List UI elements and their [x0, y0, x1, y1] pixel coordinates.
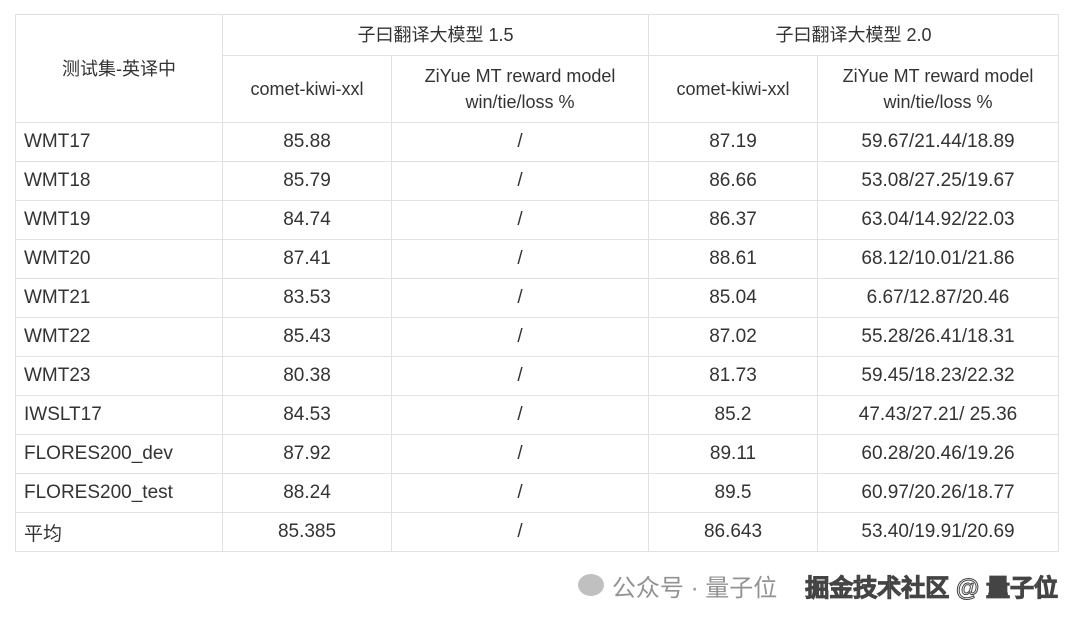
cell-reward-2-0: 47.43/27.21/ 25.36: [817, 395, 1059, 435]
header-comet-1-5: comet-kiwi-xxl: [222, 55, 392, 123]
watermark-juejin: 掘金技术社区 @ 量子位: [805, 574, 1059, 602]
cell-testset: WMT20: [15, 239, 223, 279]
results-table: 测试集-英译中 子曰翻译大模型 1.5 子曰翻译大模型 2.0 comet-ki…: [15, 14, 1059, 552]
cell-reward-1-5: /: [391, 473, 649, 513]
cell-comet-1-5: 83.53: [222, 278, 392, 318]
header-model-1-5: 子曰翻译大模型 1.5: [222, 14, 649, 56]
header-reward-2-0: ZiYue MT reward model win/tie/loss %: [817, 55, 1059, 123]
cell-reward-2-0: 60.97/20.26/18.77: [817, 473, 1059, 513]
cell-testset: WMT18: [15, 161, 223, 201]
cell-testset: WMT21: [15, 278, 223, 318]
cell-reward-2-0: 59.67/21.44/18.89: [817, 122, 1059, 162]
table-row: WMT23 80.38/81.73 59.45/18.23/22.32: [15, 356, 1059, 396]
cell-comet-1-5: 85.385: [222, 512, 392, 552]
cell-reward-2-0: 63.04/14.92/22.03: [817, 200, 1059, 240]
cell-testset: WMT23: [15, 356, 223, 396]
cell-reward-1-5: /: [391, 356, 649, 396]
table-row: FLORES200_dev 87.92/89.11 60.28/20.46/19.2…: [15, 434, 1059, 474]
cell-comet-1-5: 84.74: [222, 200, 392, 240]
table-row: WMT17 85.88/87.19 59.67/21.44/18.89: [15, 122, 1059, 162]
watermark-bar: 公众号 · 量子位 掘金技术社区 @ 量子位: [0, 568, 1058, 602]
cell-comet-1-5: 88.24: [222, 473, 392, 513]
cell-comet-2-0: 87.02: [648, 317, 818, 357]
cell-comet-2-0: 81.73: [648, 356, 818, 396]
header-reward-line1: ZiYue MT reward model: [424, 66, 616, 86]
cell-comet-2-0: 87.19: [648, 122, 818, 162]
cell-reward-1-5: /: [391, 395, 649, 435]
cell-comet-2-0: 86.643: [648, 512, 818, 552]
header-reward-line2: win/tie/loss %: [883, 92, 993, 112]
cell-reward-1-5: /: [391, 278, 649, 318]
cell-reward-2-0: 60.28/20.46/19.26: [817, 434, 1059, 474]
cell-reward-2-0: 53.08/27.25/19.67: [817, 161, 1059, 201]
cell-reward-2-0: 6.67/12.87/20.46: [817, 278, 1059, 318]
cell-comet-1-5: 80.38: [222, 356, 392, 396]
header-model-2-0: 子曰翻译大模型 2.0: [648, 14, 1059, 56]
header-reward-line1: ZiYue MT reward model: [842, 66, 1034, 86]
cell-comet-2-0: 86.66: [648, 161, 818, 201]
cell-comet-2-0: 89.5: [648, 473, 818, 513]
header-reward-1-5: ZiYue MT reward model win/tie/loss %: [391, 55, 649, 123]
cell-comet-1-5: 87.92: [222, 434, 392, 474]
table-row: FLORES200_test 88.24/89.5 60.97/20.26/18.7…: [15, 473, 1059, 513]
cell-testset: WMT22: [15, 317, 223, 357]
table-row: WMT21 83.53/85.04 6.67/12.87/20.46: [15, 278, 1059, 318]
cell-comet-1-5: 87.41: [222, 239, 392, 279]
cell-reward-1-5: /: [391, 200, 649, 240]
table-row: WMT19 84.74/86.37 63.04/14.92/22.03: [15, 200, 1059, 240]
wechat-icon: [577, 574, 604, 596]
header-comet-2-0: comet-kiwi-xxl: [648, 55, 818, 123]
table-row: IWSLT17 84.53/85.2 47.43/27.21/ 25.36: [15, 395, 1059, 435]
watermark-wechat-group: 公众号 · 量子位: [577, 568, 778, 603]
cell-comet-1-5: 84.53: [222, 395, 392, 435]
cell-reward-2-0: 59.45/18.23/22.32: [817, 356, 1059, 396]
cell-comet-2-0: 85.2: [648, 395, 818, 435]
cell-comet-1-5: 85.43: [222, 317, 392, 357]
cell-reward-1-5: /: [391, 239, 649, 279]
watermark-wechat: 公众号 · 量子位: [611, 574, 778, 602]
header-reward-line2: win/tie/loss %: [465, 92, 575, 112]
cell-reward-1-5: /: [391, 317, 649, 357]
cell-testset: WMT17: [15, 122, 223, 162]
cell-reward-2-0: 53.40/19.91/20.69: [817, 512, 1059, 552]
cell-reward-1-5: /: [391, 161, 649, 201]
cell-testset: 平均: [15, 512, 223, 552]
cell-reward-1-5: /: [391, 122, 649, 162]
table-row: WMT22 85.43/87.02 55.28/26.41/18.31: [15, 317, 1059, 357]
cell-testset: FLORES200_dev: [15, 434, 223, 474]
cell-testset: FLORES200_test: [15, 473, 223, 513]
table-row: WMT20 87.41/88.61 68.12/10.01/21.86: [15, 239, 1059, 279]
cell-reward-2-0: 68.12/10.01/21.86: [817, 239, 1059, 279]
table-row: WMT18 85.79/86.66 53.08/27.25/19.67: [15, 161, 1059, 201]
cell-testset: IWSLT17: [15, 395, 223, 435]
cell-comet-2-0: 89.11: [648, 434, 818, 474]
cell-comet-2-0: 88.61: [648, 239, 818, 279]
cell-comet-1-5: 85.79: [222, 161, 392, 201]
cell-reward-1-5: /: [391, 434, 649, 474]
cell-comet-1-5: 85.88: [222, 122, 392, 162]
cell-reward-2-0: 55.28/26.41/18.31: [817, 317, 1059, 357]
cell-reward-1-5: /: [391, 512, 649, 552]
cell-testset: WMT19: [15, 200, 223, 240]
cell-comet-2-0: 85.04: [648, 278, 818, 318]
table-row: 平均 85.385/86.643 53.40/19.91/20.69: [15, 512, 1059, 552]
cell-comet-2-0: 86.37: [648, 200, 818, 240]
header-testset: 测试集-英译中: [15, 14, 223, 123]
